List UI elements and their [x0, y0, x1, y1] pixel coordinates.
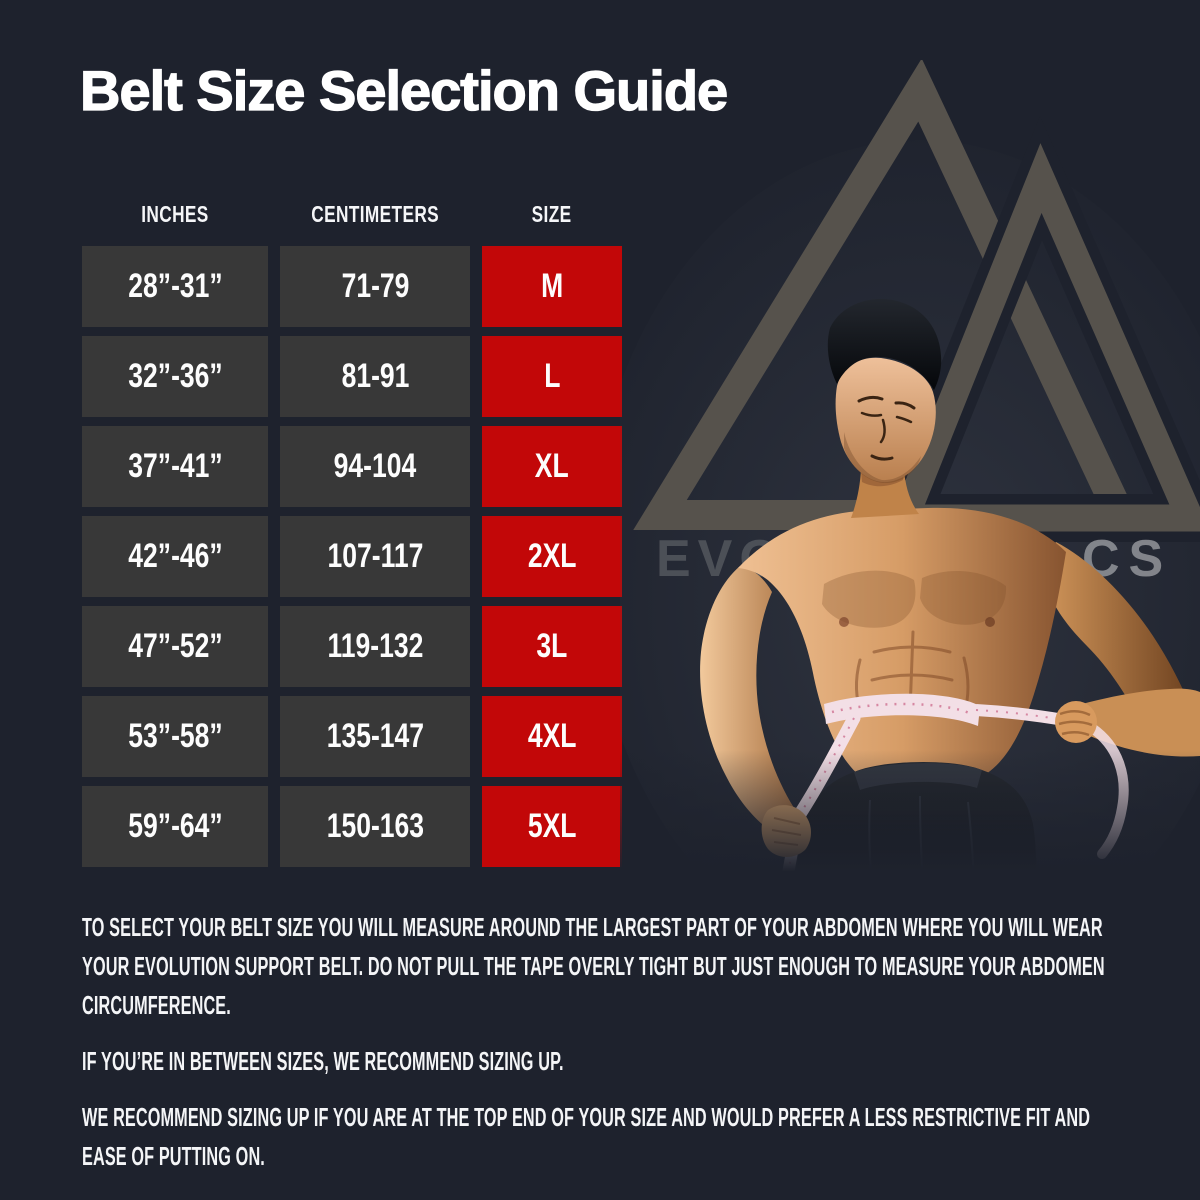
size-cell: M	[482, 246, 622, 327]
instruction-paragraph: IF YOU’RE IN BETWEEN SIZES, WE RECOMMEND…	[82, 1046, 564, 1076]
size-cell: 2XL	[482, 516, 622, 597]
sizing-instructions: TO SELECT YOUR BELT SIZE YOU WILL MEASUR…	[82, 908, 1120, 1193]
centimeters-cell: 150-163	[280, 786, 470, 867]
centimeters-cell: 71-79	[280, 246, 470, 327]
size-cell: 5XL	[482, 786, 622, 867]
size-cell: L	[482, 336, 622, 417]
inches-cell: 28”-31”	[82, 246, 268, 327]
size-table-header: INCHES CENTIMETERS SIZE	[82, 190, 622, 238]
instruction-paragraph: WE RECOMMEND SIZING UP IF YOU ARE AT THE…	[82, 1102, 1091, 1171]
model-hair	[827, 298, 942, 390]
inches-cell: 32”-36”	[82, 336, 268, 417]
centimeters-cell: 94-104	[280, 426, 470, 507]
centimeters-cell: 81-91	[280, 336, 470, 417]
size-cell: 4XL	[482, 696, 622, 777]
inches-cell: 47”-52”	[82, 606, 268, 687]
inches-cell: 53”-58”	[82, 696, 268, 777]
header-inches: INCHES	[141, 200, 209, 227]
centimeters-cell: 107-117	[280, 516, 470, 597]
photo-bottom-fade	[618, 750, 1200, 902]
size-cell: XL	[482, 426, 622, 507]
model-photo: EVO CS	[590, 58, 1200, 980]
inches-cell: 59”-64”	[82, 786, 268, 867]
inches-cell: 37”-41”	[82, 426, 268, 507]
inches-cell: 42”-46”	[82, 516, 268, 597]
header-size: SIZE	[532, 200, 572, 227]
size-table: 28”-31” 71-79 M 32”-36” 81-91 L 37”-41” …	[82, 246, 622, 867]
centimeters-cell: 135-147	[280, 696, 470, 777]
size-cell: 3L	[482, 606, 622, 687]
centimeters-cell: 119-132	[280, 606, 470, 687]
model-photo-svg: EVO CS	[590, 58, 1200, 980]
header-centimeters: CENTIMETERS	[311, 200, 439, 227]
page-title: Belt Size Selection Guide	[79, 58, 728, 122]
instruction-paragraph: TO SELECT YOUR BELT SIZE YOU WILL MEASUR…	[82, 912, 1105, 1020]
